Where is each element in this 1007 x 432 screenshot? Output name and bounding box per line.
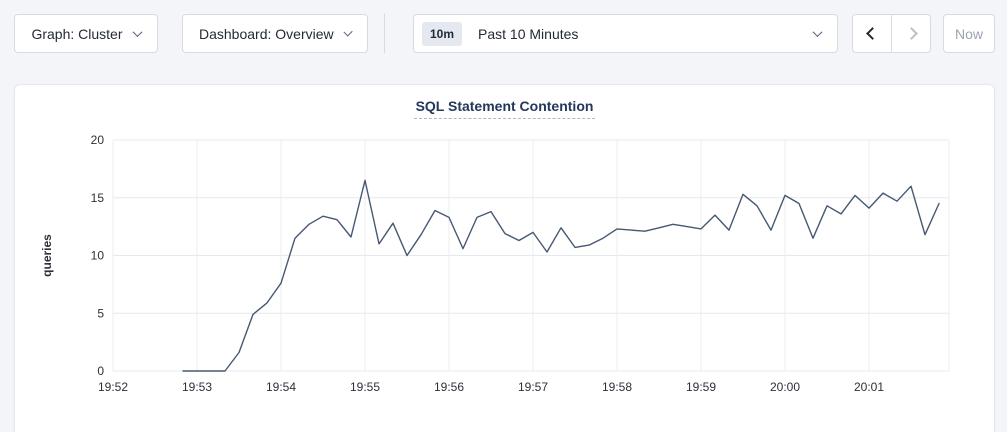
x-tick-label: 19:54 bbox=[266, 380, 296, 394]
time-step-group bbox=[852, 14, 931, 53]
prev-time-button[interactable] bbox=[853, 15, 892, 52]
dashboard-dropdown-label: Dashboard: Overview bbox=[199, 25, 334, 42]
x-tick-label: 19:58 bbox=[602, 380, 632, 394]
chevron-down-icon bbox=[343, 27, 353, 37]
x-tick-label: 19:57 bbox=[518, 380, 548, 394]
chevron-right-icon bbox=[904, 27, 918, 40]
chart-card: SQL Statement Contention 0 5 10 15 20 19:52 19… bbox=[14, 84, 995, 432]
contention-chart[interactable]: 0 5 10 15 20 19:52 19:53 19:54 19:55 19:56 19:57 19… bbox=[15, 85, 996, 425]
chevron-left-icon bbox=[865, 27, 879, 40]
x-tick-label: 19:55 bbox=[350, 380, 380, 394]
now-button-label: Now bbox=[954, 25, 983, 42]
x-tick-label: 20:00 bbox=[770, 380, 800, 394]
series-line bbox=[182, 179, 940, 372]
chevron-down-icon bbox=[132, 27, 142, 38]
chevron-down-icon bbox=[812, 27, 823, 38]
now-button[interactable]: Now bbox=[943, 14, 995, 53]
dashboard-dropdown[interactable]: Dashboard: Overview bbox=[182, 14, 368, 53]
y-tick-label: 20 bbox=[91, 133, 105, 147]
time-range-badge: 10m bbox=[422, 21, 463, 46]
y-tick-label: 5 bbox=[97, 306, 104, 320]
divider bbox=[384, 14, 385, 53]
chart-title[interactable]: SQL Statement Contention bbox=[413, 98, 596, 119]
y-tick-label: 15 bbox=[91, 191, 105, 205]
x-tick-label: 19:56 bbox=[434, 380, 464, 394]
y-tick-label: 0 bbox=[97, 364, 104, 378]
x-tick-label: 19:59 bbox=[686, 380, 716, 394]
graph-dropdown[interactable]: Graph: Cluster bbox=[14, 14, 158, 53]
controls-bar: Graph: Cluster Dashboard: Overview 10m P… bbox=[0, 0, 1007, 53]
x-tick-label: 19:52 bbox=[98, 380, 128, 394]
x-tick-label: 19:53 bbox=[182, 380, 212, 394]
y-tick-label: 10 bbox=[91, 249, 105, 263]
time-range-label: Past 10 Minutes bbox=[478, 25, 579, 42]
next-time-button[interactable] bbox=[892, 15, 930, 52]
graph-dropdown-label: Graph: Cluster bbox=[31, 25, 123, 42]
time-range-dropdown[interactable]: 10m Past 10 Minutes bbox=[413, 14, 838, 53]
y-axis-label: queries bbox=[40, 234, 54, 277]
x-tick-label: 20:01 bbox=[854, 380, 884, 394]
